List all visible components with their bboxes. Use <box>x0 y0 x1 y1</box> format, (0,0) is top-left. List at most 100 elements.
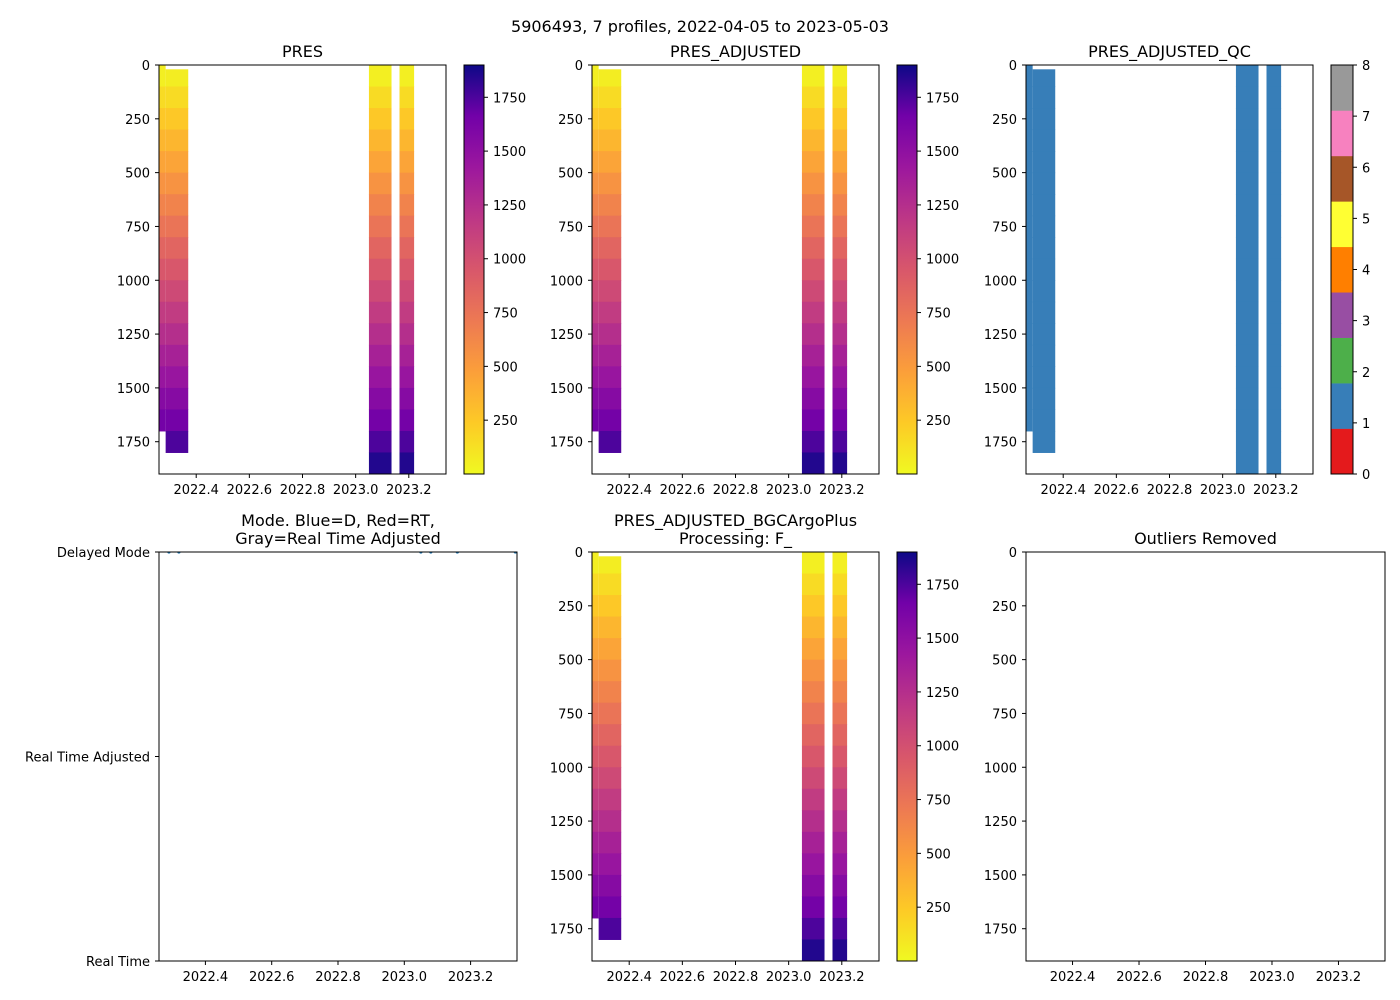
colorbar-tick-label: 1250 <box>926 199 959 214</box>
profile-cell <box>1266 258 1282 281</box>
profile-cell <box>1026 366 1033 389</box>
profile-cell <box>598 194 622 217</box>
profile-cell <box>801 237 825 260</box>
profile-cell <box>592 831 599 854</box>
profile-cell <box>598 659 622 682</box>
profile-2 <box>368 65 392 474</box>
profile-cell <box>165 172 189 195</box>
profile-cell <box>368 194 392 217</box>
profile-cell <box>399 452 415 474</box>
y-tick-label: 250 <box>992 113 1017 128</box>
profile-cell <box>165 301 189 324</box>
profile-cell <box>598 702 622 725</box>
profile-cell <box>598 344 622 367</box>
profile-cell <box>598 215 622 238</box>
profile-cell <box>165 323 189 346</box>
x-tick-label: 2023.2 <box>448 970 494 985</box>
profile-cell <box>801 258 825 281</box>
profile-cell <box>165 215 189 238</box>
profile-cell <box>592 129 599 152</box>
profile-cell <box>801 172 825 195</box>
profile-cell <box>1032 387 1056 410</box>
profile-cell <box>801 939 825 961</box>
profile-cell <box>165 430 189 453</box>
x-tick-label: 2022.4 <box>1040 483 1086 498</box>
profile-cell <box>1032 194 1056 217</box>
y-tick-label: 1500 <box>984 382 1017 397</box>
profile-cell <box>592 65 599 88</box>
profile-cell <box>598 595 622 618</box>
profile-cell <box>1266 366 1282 389</box>
profile-cell <box>832 745 848 768</box>
profile-cell <box>801 573 825 596</box>
subplot-outliers: 2022.4 2022.6 2022.8 2023.0 2023.2 0 250 500 750… <box>984 529 1386 985</box>
profile-cell <box>592 301 599 324</box>
profile-cell <box>159 301 166 324</box>
profile-cell <box>598 323 622 346</box>
profile-cell <box>598 301 622 324</box>
profile-cell <box>801 108 825 131</box>
subplot-title: PRES_ADJUSTED_QC <box>1088 42 1251 62</box>
y-tick-label: 250 <box>558 600 583 615</box>
profile-cell <box>1032 129 1056 152</box>
colorbar-tick-label: 7 <box>1362 110 1370 125</box>
profile-cell <box>801 323 825 346</box>
profile-cell <box>592 344 599 367</box>
profile-cell <box>832 301 848 324</box>
profile-cell <box>399 237 415 260</box>
profile-cell <box>1032 258 1056 281</box>
profile-cell <box>801 788 825 811</box>
profile-cell <box>801 616 825 639</box>
profile-cell <box>1235 409 1259 432</box>
profile-cell <box>368 215 392 238</box>
y-tick-label: Real Time <box>86 955 150 970</box>
profile-cell <box>598 810 622 833</box>
profile-cell <box>832 366 848 389</box>
profile-cell <box>801 659 825 682</box>
profile-cell <box>598 69 622 88</box>
profile-cell <box>1235 366 1259 389</box>
profile-cell <box>592 215 599 238</box>
profile-cell <box>368 452 392 474</box>
profile-cell <box>801 387 825 410</box>
subplot-pres_bgc: 2022.4 2022.6 2022.8 2023.0 2023.2 0 250 500 750… <box>550 511 959 985</box>
profile-cell <box>592 724 599 747</box>
colorbar-frame <box>463 64 485 475</box>
profile-cell <box>399 194 415 217</box>
profile-cell <box>801 552 825 575</box>
profile-cell <box>399 258 415 281</box>
colorbar-tick-label: 250 <box>926 414 951 429</box>
x-tick-label: 2023.2 <box>386 483 432 498</box>
colorbar-tick-label: 750 <box>926 307 951 322</box>
axes-frame <box>158 551 518 962</box>
profile-cell <box>592 810 599 833</box>
x-tick-label: 2023.0 <box>766 970 812 985</box>
profile-cell <box>801 215 825 238</box>
profile-cell <box>801 409 825 432</box>
profile-cell <box>592 616 599 639</box>
y-tick-label: Real Time Adjusted <box>25 751 150 766</box>
profile-cell <box>1266 430 1282 453</box>
profile-2 <box>1235 65 1259 474</box>
profile-cell <box>598 724 622 747</box>
profile-cell <box>598 280 622 303</box>
colorbar-gradient <box>897 65 917 474</box>
profile-cell <box>598 108 622 131</box>
profile-cell <box>1026 65 1033 88</box>
profile-cell <box>598 366 622 389</box>
x-tick-label: 2023.2 <box>1316 970 1362 985</box>
colorbar-tick-label: 1500 <box>926 145 959 160</box>
profile-cell <box>801 745 825 768</box>
x-tick-label: 2022.4 <box>1050 970 1096 985</box>
x-tick-label: 2023.0 <box>1249 970 1295 985</box>
colorbar-tick-label: 1250 <box>493 199 526 214</box>
profile-cell <box>832 702 848 725</box>
profile-cell <box>1026 151 1033 174</box>
profile-cell <box>592 237 599 260</box>
figure-title: 5906493, 7 profiles, 2022-04-05 to 2023-… <box>511 17 889 36</box>
profile-cell <box>368 409 392 432</box>
profile-cell <box>801 853 825 876</box>
profile-cell <box>598 788 622 811</box>
profile-cell <box>832 344 848 367</box>
profile-cell <box>832 258 848 281</box>
